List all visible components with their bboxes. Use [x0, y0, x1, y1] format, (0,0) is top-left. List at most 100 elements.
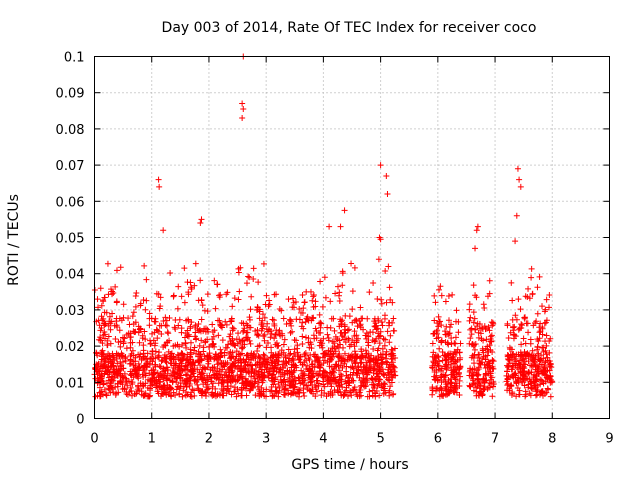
data-point	[162, 314, 169, 321]
data-point	[109, 310, 116, 317]
data-point	[521, 314, 528, 321]
data-point	[206, 343, 213, 350]
data-point	[96, 367, 103, 374]
data-point	[280, 377, 287, 384]
data-point	[146, 385, 153, 392]
data-point	[261, 337, 268, 344]
data-point	[445, 380, 452, 387]
data-point	[367, 328, 374, 335]
data-point	[254, 348, 261, 355]
data-point	[438, 392, 445, 399]
data-point	[195, 321, 202, 328]
data-point	[358, 359, 365, 366]
data-point	[114, 380, 121, 387]
data-point	[107, 326, 114, 333]
data-point	[136, 388, 143, 395]
data-point	[533, 372, 540, 379]
data-point	[141, 262, 148, 269]
data-point	[351, 348, 358, 355]
data-point	[339, 384, 346, 391]
data-point	[442, 385, 449, 392]
data-point	[337, 341, 344, 348]
data-point	[532, 377, 539, 384]
data-point	[237, 351, 244, 358]
data-point	[266, 297, 273, 304]
data-point	[446, 388, 453, 395]
data-point	[527, 380, 534, 387]
data-point	[357, 392, 364, 399]
data-point	[487, 335, 494, 342]
data-point	[527, 340, 534, 347]
data-point	[279, 332, 286, 339]
data-point	[148, 355, 155, 362]
data-point	[486, 290, 493, 297]
data-point	[432, 299, 439, 306]
data-point	[252, 378, 259, 385]
data-point	[324, 380, 331, 387]
data-point	[242, 385, 249, 392]
data-point	[98, 370, 105, 377]
data-point	[451, 367, 458, 374]
x-tick-label: 6	[434, 432, 442, 447]
data-point	[320, 367, 327, 374]
data-point	[470, 319, 477, 326]
data-point	[236, 288, 243, 295]
data-point	[289, 328, 296, 335]
data-point	[231, 388, 238, 395]
data-point	[168, 350, 175, 357]
data-point	[283, 358, 290, 365]
data-point	[141, 328, 148, 335]
data-point	[282, 353, 289, 360]
data-point	[262, 301, 269, 308]
data-point	[94, 352, 101, 359]
data-point	[451, 340, 458, 347]
data-point	[470, 380, 477, 387]
data-point	[92, 364, 99, 371]
data-point	[97, 375, 104, 382]
y-tick-label: 0.09	[56, 87, 85, 102]
data-point	[265, 303, 272, 310]
data-point	[249, 385, 256, 392]
data-point	[229, 377, 236, 384]
data-point	[130, 362, 137, 369]
data-point	[446, 324, 453, 331]
data-point	[120, 301, 127, 308]
data-point	[476, 358, 483, 365]
data-point	[479, 392, 486, 399]
data-point	[450, 366, 457, 373]
data-point	[378, 296, 385, 303]
data-point	[109, 350, 116, 357]
data-point	[156, 322, 163, 329]
data-point	[239, 344, 246, 351]
data-point	[231, 295, 238, 302]
data-point	[184, 363, 191, 370]
y-tick-label: 0.07	[56, 159, 85, 174]
data-point	[467, 314, 474, 321]
data-point	[185, 377, 192, 384]
data-point	[179, 393, 186, 400]
data-point	[188, 368, 195, 375]
y-axis-label: ROTI / TECUs	[6, 194, 22, 286]
data-point	[481, 379, 488, 386]
data-point	[335, 389, 342, 396]
data-point	[300, 325, 307, 332]
data-point	[379, 359, 386, 366]
data-point	[300, 370, 307, 377]
data-point	[286, 369, 293, 376]
data-point	[316, 320, 323, 327]
data-point	[183, 362, 190, 369]
data-point	[336, 289, 343, 296]
data-point	[520, 335, 527, 342]
data-point	[473, 294, 480, 301]
data-point	[374, 347, 381, 354]
data-point	[243, 392, 250, 399]
data-point	[270, 381, 277, 388]
data-point	[536, 273, 543, 280]
data-point	[324, 331, 331, 338]
data-points	[91, 53, 556, 400]
data-point	[534, 391, 541, 398]
data-point	[312, 393, 319, 400]
data-point	[272, 374, 279, 381]
data-point	[389, 299, 396, 306]
data-point	[320, 360, 327, 367]
